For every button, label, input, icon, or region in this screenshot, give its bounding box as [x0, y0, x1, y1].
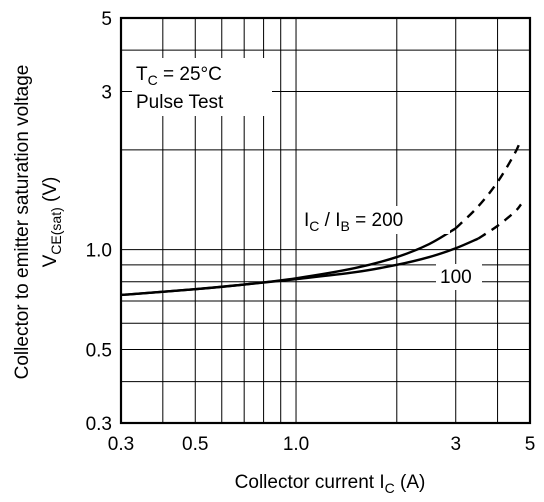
x-axis-label-unit: (A)	[400, 472, 425, 493]
series-200-label-ratio: = 200	[350, 210, 403, 231]
conditions-background	[132, 58, 272, 116]
x-axis-label-subscript: C	[385, 480, 395, 496]
condition-temperature: TC = 25°C	[136, 64, 222, 88]
series-layer	[120, 138, 523, 297]
series-200-line-dashed	[454, 138, 523, 230]
x-tick-label: 0.5	[182, 434, 208, 455]
series-200-label-slash: /	[319, 210, 335, 231]
plot-frame	[119, 16, 532, 425]
y-axis-label-subscript: CE(sat)	[48, 207, 64, 254]
condition-pulse-test: Pulse Test	[136, 92, 224, 113]
x-tick-label: 5	[525, 434, 536, 455]
y-tick-label: 5	[101, 9, 112, 30]
tick-labels: 0.3 0.5 1.0 3 5 0.3 0.5 1.0 3 5	[86, 9, 536, 455]
x-tick-label: 3	[450, 434, 461, 455]
y-axis-label-unit: (V)	[40, 177, 61, 202]
condition-temperature-symbol: T	[136, 64, 148, 85]
y-axis-label-line1: Collector to emitter saturation voltage	[12, 65, 33, 380]
series-100-label: 100	[440, 267, 472, 288]
x-tick-label: 0.3	[108, 434, 134, 455]
series-200-label: IC / IB = 200	[304, 210, 403, 234]
x-tick-label: 1.0	[283, 434, 309, 455]
y-tick-label: 3	[101, 83, 112, 104]
x-axis-label-text: Collector current	[235, 472, 375, 493]
series-200-label-ic-sub: C	[309, 218, 319, 234]
x-axis-label-symbol: I	[379, 472, 384, 493]
y-tick-label: 0.3	[86, 414, 112, 435]
series-200-label-ib: I	[335, 210, 340, 231]
y-tick-label: 1.0	[86, 241, 112, 262]
grid-layer	[121, 18, 530, 423]
series-100-line-dashed	[477, 203, 522, 240]
y-axis-label-symbol: V	[40, 254, 61, 267]
y-tick-label: 0.5	[86, 340, 112, 361]
y-axis-label-line2: VCE(sat) (V)	[40, 177, 64, 268]
series-100-line	[120, 237, 479, 297]
series-200-label-background	[300, 206, 450, 234]
x-axis-label: Collector current IC (A)	[235, 472, 426, 496]
series-200-line	[120, 227, 457, 297]
series-200-label-ic: I	[304, 210, 309, 231]
condition-temperature-subscript: C	[148, 72, 158, 88]
series-100-label-background	[436, 264, 482, 290]
condition-temperature-value: = 25°C	[158, 64, 222, 85]
series-200-label-ib-sub: B	[341, 218, 350, 234]
